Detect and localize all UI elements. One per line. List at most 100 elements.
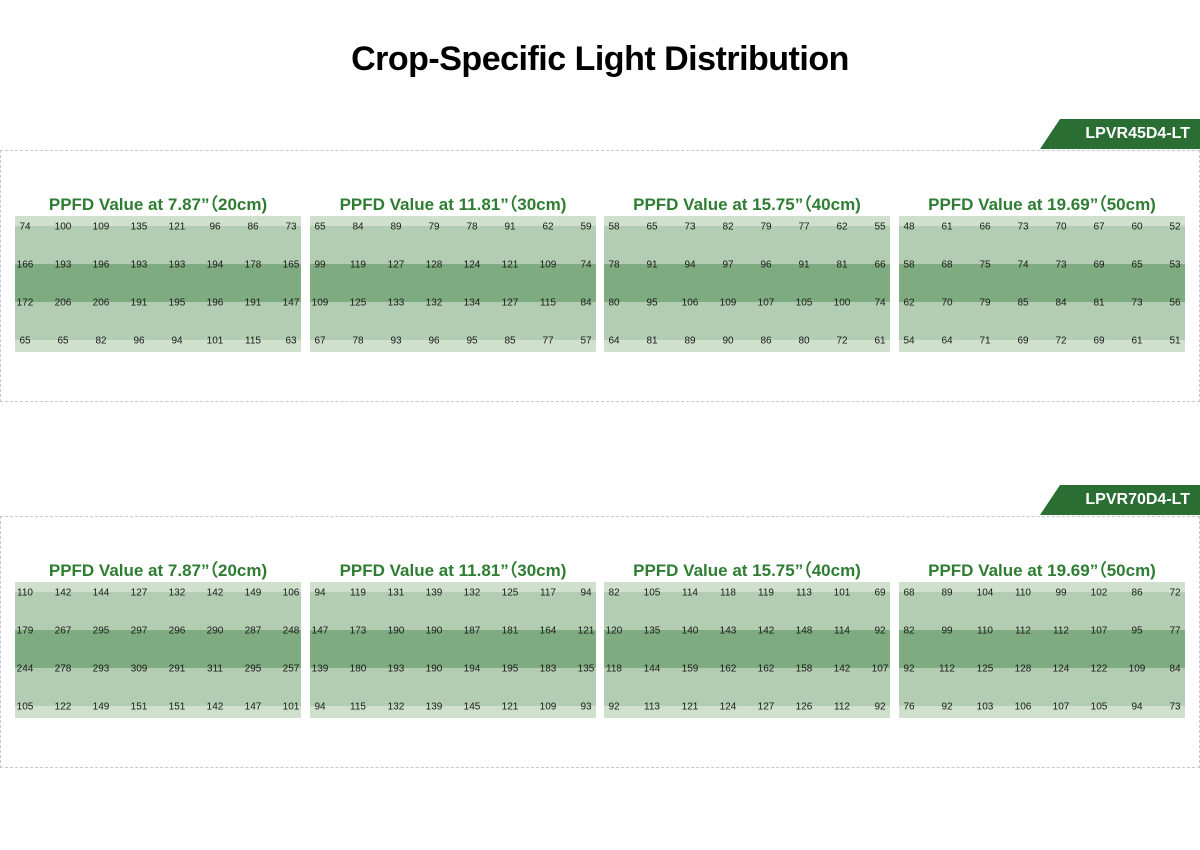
ppfd-value: 151: [169, 702, 186, 713]
ppfd-value: 118: [720, 588, 736, 599]
ppfd-value: 82: [722, 222, 734, 233]
ppfd-value: 180: [350, 664, 367, 675]
ppfd-value: 94: [314, 588, 326, 599]
ppfd-value: 101: [283, 702, 300, 713]
ppfd-value: 206: [93, 298, 110, 309]
ppfd-value: 139: [426, 702, 443, 713]
grid-band: [899, 264, 1185, 302]
ppfd-value: 99: [314, 260, 326, 271]
ppfd-value: 51: [1169, 336, 1181, 347]
ppfd-value: 92: [941, 702, 953, 713]
ppfd-value: 133: [388, 298, 405, 309]
ppfd-value: 68: [903, 588, 915, 599]
ppfd-value: 179: [17, 626, 34, 637]
ppfd-value: 65: [646, 222, 658, 233]
ppfd-value: 61: [941, 222, 953, 233]
ppfd-value: 206: [55, 298, 72, 309]
ppfd-value: 190: [426, 626, 443, 637]
ppfd-value: 144: [93, 588, 110, 599]
ppfd-grid-values: 74 100 109 135 121 96 86 73 166 193 196 193 193 194 17…: [17, 222, 300, 347]
ppfd-value: 127: [758, 702, 775, 713]
ppfd-value: 125: [502, 588, 519, 599]
ppfd-value: 113: [644, 702, 660, 713]
ppfd-value: 127: [502, 298, 519, 309]
ppfd-value: 145: [464, 702, 481, 713]
ppfd-value: 191: [131, 298, 148, 309]
ppfd-value: 194: [207, 260, 224, 271]
ppfd-value: 61: [1131, 336, 1143, 347]
grid-band: [604, 216, 890, 226]
ppfd-value: 96: [133, 336, 145, 347]
ppfd-value: 72: [836, 336, 848, 347]
ppfd-value: 121: [169, 222, 186, 233]
ppfd-value: 122: [55, 702, 72, 713]
grid-band: [604, 706, 890, 718]
ppfd-value: 86: [247, 222, 259, 233]
ppfd-value: 173: [350, 626, 367, 637]
ppfd-value: 104: [977, 588, 994, 599]
ppfd-value: 99: [1055, 588, 1067, 599]
ppfd-value: 69: [1093, 260, 1105, 271]
ppfd-value: 74: [1017, 260, 1029, 271]
ppfd-value: 193: [55, 260, 72, 271]
ppfd-value: 124: [464, 260, 481, 271]
ppfd-value: 71: [979, 336, 991, 347]
ppfd-value: 94: [171, 336, 183, 347]
ppfd-grid: 68 89 104 110 99 102 86 72 82 99 110 112 112 107 95 77 9…: [899, 582, 1185, 718]
ppfd-value: 81: [836, 260, 848, 271]
ppfd-value: 190: [426, 664, 443, 675]
ppfd-value: 100: [55, 222, 72, 233]
ppfd-value: 69: [1093, 336, 1105, 347]
ppfd-value: 56: [1169, 298, 1181, 309]
ppfd-value: 148: [796, 626, 813, 637]
ppfd-value: 77: [798, 222, 810, 233]
ppfd-value: 134: [464, 298, 481, 309]
ppfd-value: 132: [169, 588, 186, 599]
ppfd-value: 112: [1053, 626, 1069, 637]
ppfd-value: 295: [245, 664, 262, 675]
ppfd-value: 296: [169, 626, 186, 637]
ppfd-value: 121: [682, 702, 699, 713]
ppfd-value: 93: [390, 336, 402, 347]
ppfd-grid: 74 100 109 135 121 96 86 73 166 193 196 193 193 194 17…: [15, 216, 301, 352]
ppfd-value: 95: [646, 298, 658, 309]
ppfd-value: 165: [283, 260, 300, 271]
ppfd-value: 73: [1131, 298, 1143, 309]
ppfd-value: 309: [131, 664, 148, 675]
ppfd-value: 109: [1129, 664, 1146, 675]
ppfd-value: 67: [314, 336, 326, 347]
ppfd-grid: 110 142 144 127 132 142 149 106 179 267 295 297 296 2…: [15, 582, 301, 718]
page-title: Crop-Specific Light Distribution: [351, 40, 849, 78]
ppfd-value: 135: [131, 222, 148, 233]
ppfd-value: 65: [314, 222, 326, 233]
ppfd-value: 191: [245, 298, 262, 309]
ppfd-value: 68: [941, 260, 953, 271]
ppfd-value: 78: [352, 336, 364, 347]
ppfd-value: 128: [426, 260, 443, 271]
ppfd-value: 92: [874, 702, 886, 713]
ppfd-value: 132: [464, 588, 481, 599]
ppfd-value: 81: [646, 336, 658, 347]
ppfd-grid-values: 65 84 89 79 78 91 62 59 99 119 127 128 124 121 109 74 10…: [312, 222, 592, 347]
ppfd-value: 278: [55, 664, 72, 675]
ppfd-value: 142: [207, 588, 224, 599]
ppfd-value: 109: [720, 298, 737, 309]
ppfd-value: 60: [1131, 222, 1143, 233]
ppfd-value: 121: [502, 260, 519, 271]
panel-title: PPFD Value at 15.75”（40cm): [633, 195, 861, 214]
ppfd-value: 70: [941, 298, 953, 309]
ppfd-value: 94: [684, 260, 696, 271]
ppfd-value: 77: [1169, 626, 1181, 637]
ppfd-value: 142: [834, 664, 851, 675]
ppfd-value: 57: [580, 336, 592, 347]
ppfd-value: 125: [977, 664, 994, 675]
ppfd-value: 59: [580, 222, 592, 233]
ppfd-value: 48: [903, 222, 915, 233]
grid-band: [604, 264, 890, 302]
ppfd-value: 125: [350, 298, 367, 309]
ppfd-value: 82: [608, 588, 620, 599]
ppfd-grid-values: 68 89 104 110 99 102 86 72 82 99 110 112 112 107 95 77 9…: [903, 588, 1181, 713]
ppfd-value: 73: [285, 222, 297, 233]
ppfd-value: 66: [874, 260, 886, 271]
ppfd-value: 96: [428, 336, 440, 347]
